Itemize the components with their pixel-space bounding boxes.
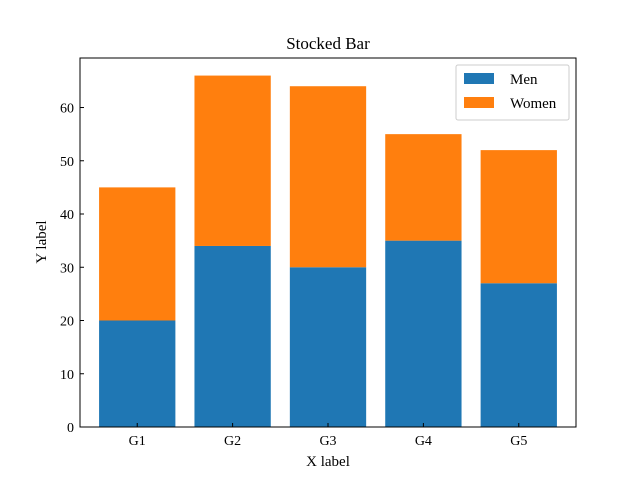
x-tick-label: G4 [415,434,432,449]
x-tick-label: G2 [224,434,241,449]
legend-swatch-men [464,73,494,84]
x-tick-label: G1 [129,434,146,449]
bar-women-g4 [385,134,462,241]
legend: Men Women [455,64,570,121]
bar-women-g1 [99,187,176,321]
y-tick-label: 50 [60,155,74,170]
bars-group [99,75,557,427]
bar-men-g5 [480,283,557,427]
bar-women-g5 [480,150,557,284]
legend-label-men: Men [510,72,538,88]
bar-women-g2 [194,75,271,246]
plot-frame [79,57,577,428]
legend-label-women: Women [510,96,557,112]
x-tick-label: G3 [319,434,336,449]
x-axis-label: X label [306,454,350,470]
x-axis: G1 G2 G3 G4 G5 [129,423,527,449]
y-tick-label: 40 [60,208,74,223]
y-tick-label: 30 [60,261,74,276]
y-tick-label: 10 [60,368,74,383]
chart-title: Stocked Bar [286,34,370,53]
y-tick-label: 20 [60,315,74,330]
legend-swatch-women [464,97,494,108]
bar-men-g4 [385,240,462,427]
x-tick-label: G5 [510,434,527,449]
bar-men-g2 [194,245,271,427]
y-tick-label: 0 [67,421,74,436]
y-tick-label: 60 [60,102,74,117]
y-axis: 0 10 20 30 40 50 60 [60,102,84,436]
bar-women-g3 [289,86,367,268]
y-axis-label: Y label [34,220,50,263]
bar-men-g1 [99,320,176,427]
bar-men-g3 [289,267,367,427]
